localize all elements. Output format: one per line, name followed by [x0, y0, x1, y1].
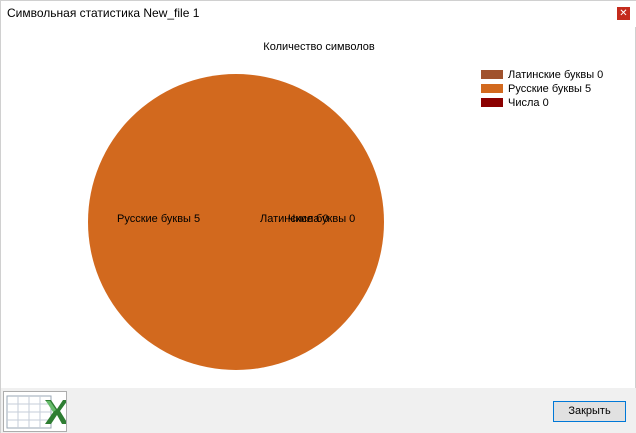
pie-slice-русские-буквы — [88, 74, 384, 370]
legend-label-russian: Русские буквы 5 — [508, 83, 592, 95]
pie-chart — [88, 74, 384, 370]
legend-swatch-numbers — [481, 98, 503, 107]
chart-area: Количество символов Латинские буквы 0 Ру… — [1, 27, 636, 388]
legend-label-numbers: Числа 0 — [508, 97, 549, 109]
excel-icon — [6, 395, 68, 429]
legend-label-latin: Латинские буквы 0 — [508, 69, 604, 81]
chart-title: Количество символов — [263, 41, 375, 53]
footer-bar: Закрыть — [1, 388, 636, 433]
close-button[interactable]: Закрыть — [553, 401, 626, 422]
title-bar: Символьная статистика New_file 1 ✕ — [1, 1, 636, 27]
export-excel-button[interactable] — [3, 391, 68, 432]
legend-swatch-latin — [481, 70, 503, 79]
legend-swatch-russian — [481, 84, 503, 93]
window-title: Символьная статистика New_file 1 — [7, 6, 200, 20]
data-label-latin: Латинские буквы 0 — [260, 213, 356, 225]
data-label-numbers: Числа 0 — [288, 213, 329, 225]
data-label-russian: Русские буквы 5 — [117, 213, 201, 225]
close-icon[interactable]: ✕ — [617, 7, 630, 20]
